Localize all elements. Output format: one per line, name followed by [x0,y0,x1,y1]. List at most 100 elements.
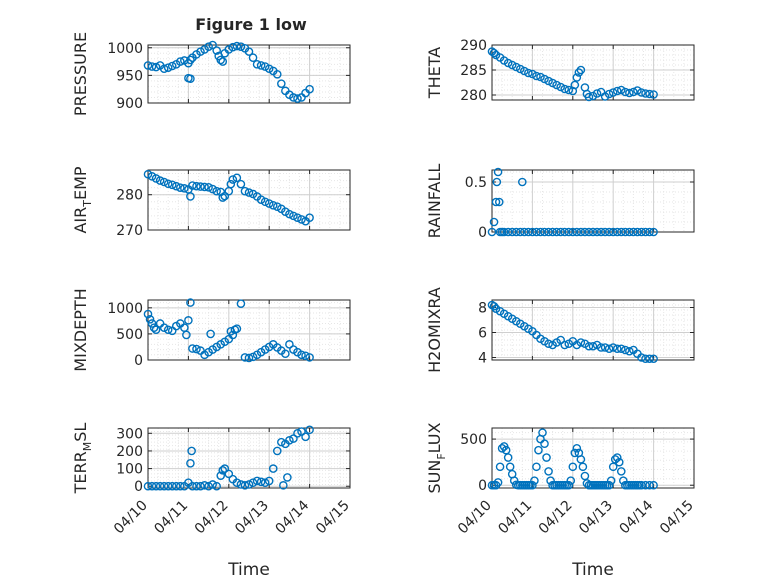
data-point [143,61,153,70]
data-point [494,197,504,207]
y-tick-label: 500 [460,432,487,448]
subplot-h2omixra: 4 6 8 H2OMIXRA [425,287,695,373]
data-point [182,330,191,340]
data-point [188,181,197,190]
data-point [186,55,195,65]
data-point [159,64,169,74]
x-axis-label: Time [571,560,614,580]
data-point [272,69,282,79]
data-point [305,353,314,362]
data-point [301,351,310,361]
data-point [552,227,561,237]
data-point [592,89,602,98]
data-point [493,478,503,487]
x-tick-label: 04/15 [313,498,353,538]
data-point [538,428,547,437]
data-point [570,448,580,458]
data-point [143,169,153,179]
data-point [236,299,246,308]
data-point [612,453,622,462]
data-point [281,349,290,359]
data-point [260,197,270,207]
data-point [151,174,161,183]
data-point [645,354,654,364]
data-point [572,444,582,453]
data-point [256,195,266,204]
data-point [641,480,650,490]
data-point [596,227,606,237]
data-point [532,227,541,237]
data-point [528,69,537,79]
y-tick-label: 285 [460,63,487,79]
data-point [212,481,221,491]
data-point [584,92,594,102]
x-tick-label: 04/12 [536,498,576,538]
data-point [240,186,250,196]
data-point [548,227,557,237]
data-point [520,227,529,237]
data-point [293,94,302,103]
data-point [272,446,282,456]
data-point [528,480,537,490]
data-point [192,344,201,354]
data-point [600,227,610,237]
data-point [228,175,238,184]
data-point [145,315,155,324]
data-point [232,41,242,51]
data-point [641,354,650,364]
data-point [540,74,549,84]
data-point [637,480,646,490]
data-point [212,186,221,196]
data-point [167,61,177,71]
data-point [568,227,578,237]
data-point [592,227,602,237]
data-point [637,227,646,237]
data-point [608,343,618,352]
data-point [240,353,250,362]
data-point [560,340,570,350]
data-point [244,353,254,363]
y-tick-label: 270 [116,223,143,239]
data-point [511,227,521,237]
data-point [147,481,157,491]
data-point [600,343,610,352]
y-axis-label: TERRMSL [71,423,94,495]
data-point [596,343,606,352]
data-point [159,323,169,332]
y-tick-label: 1000 [107,41,143,57]
data-point [649,90,658,99]
data-point [293,428,302,438]
y-tick-label: 200 [116,444,143,460]
data-point [499,227,509,237]
data-point [305,84,314,94]
data-point [572,73,582,82]
y-tick-label: 0 [134,479,143,495]
data-point [248,53,258,63]
data-point [606,476,616,485]
data-point [151,325,161,335]
data-point [272,202,282,212]
data-point [564,480,574,490]
x-tick-label: 04/10 [455,498,495,538]
data-point [584,227,594,237]
data-point [560,227,570,237]
data-point [564,227,574,237]
data-point [491,197,501,207]
data-point [520,66,529,76]
data-point [604,227,614,237]
data-point [279,481,288,490]
data-point [180,184,189,193]
data-point [625,88,634,98]
data-point [218,193,228,202]
data-point [186,458,195,468]
data-point [220,464,230,473]
data-point [616,467,626,476]
data-point [572,227,582,237]
data-point [240,481,250,490]
data-point [151,62,161,72]
data-point [149,323,159,332]
data-point [248,352,258,362]
data-point [206,329,215,339]
x-axis-label: Time [227,560,270,580]
